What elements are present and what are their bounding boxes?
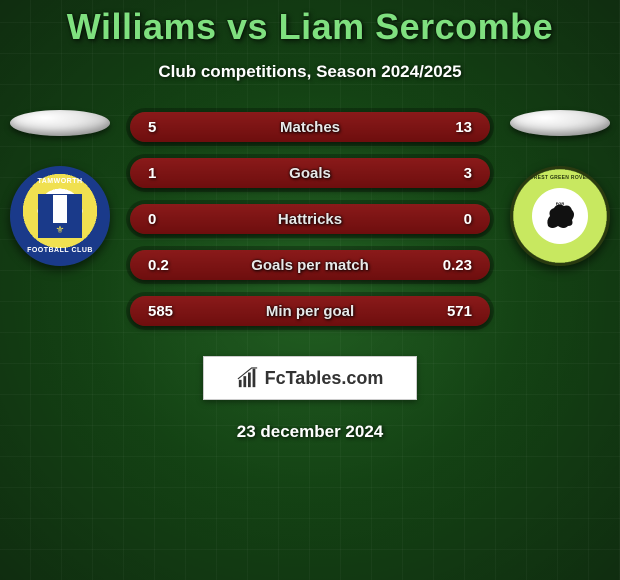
stat-label: Goals per match xyxy=(251,257,369,274)
title-player-right: Liam Sercombe xyxy=(279,6,554,47)
title-player-left: Williams xyxy=(67,6,217,47)
right-side: FGR xyxy=(500,110,620,266)
stat-row: 1 Goals 3 xyxy=(130,158,490,188)
stat-left-value: 585 xyxy=(148,303,173,320)
ellipse-icon xyxy=(510,110,610,136)
stat-left-value: 5 xyxy=(148,119,156,136)
stat-row: 0 Hattricks 0 xyxy=(130,204,490,234)
brand-text: FcTables.com xyxy=(265,368,384,389)
svg-text:FGR: FGR xyxy=(556,201,565,206)
stat-row: 585 Min per goal 571 xyxy=(130,296,490,326)
bar-chart-icon xyxy=(237,367,259,389)
right-team-crest: FGR xyxy=(510,166,610,266)
left-team-crest: ⚜ xyxy=(10,166,110,266)
stat-label: Hattricks xyxy=(278,211,342,228)
ellipse-icon xyxy=(10,110,110,136)
stat-label: Matches xyxy=(280,119,340,136)
stat-right-value: 0 xyxy=(464,211,472,228)
title-vs: vs xyxy=(227,6,268,47)
lion-icon: FGR xyxy=(540,196,580,236)
comparison-title: Williams vs Liam Sercombe xyxy=(0,6,620,48)
date-text: 23 december 2024 xyxy=(0,422,620,442)
stat-row: 5 Matches 13 xyxy=(130,112,490,142)
brand-box: FcTables.com xyxy=(203,356,417,400)
stat-right-value: 0.23 xyxy=(443,257,472,274)
stat-right-value: 3 xyxy=(464,165,472,182)
stat-right-value: 13 xyxy=(455,119,472,136)
stat-left-value: 0.2 xyxy=(148,257,169,274)
comparison-main: ⚜ 5 Matches 13 1 Goals 3 0 Hattricks 0 0… xyxy=(0,110,620,326)
subtitle: Club competitions, Season 2024/2025 xyxy=(0,62,620,82)
stat-left-value: 0 xyxy=(148,211,156,228)
stat-bars: 5 Matches 13 1 Goals 3 0 Hattricks 0 0.2… xyxy=(130,110,490,326)
stat-left-value: 1 xyxy=(148,165,156,182)
stat-label: Goals xyxy=(289,165,331,182)
stat-right-value: 571 xyxy=(447,303,472,320)
stat-row: 0.2 Goals per match 0.23 xyxy=(130,250,490,280)
stat-label: Min per goal xyxy=(266,303,354,320)
left-side: ⚜ xyxy=(0,110,120,266)
